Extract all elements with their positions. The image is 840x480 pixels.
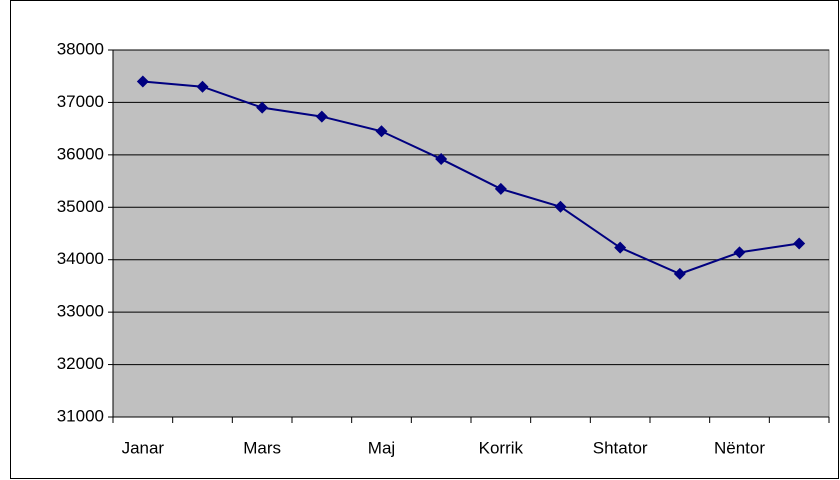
point-marker — [614, 241, 627, 254]
plot-area — [112, 49, 830, 418]
y-tick-label: 32000 — [57, 354, 104, 373]
x-tick-label: Korrik — [479, 438, 524, 457]
y-tick-label: 36000 — [57, 144, 104, 163]
x-tick-label: Janar — [122, 438, 165, 457]
y-tick-label: 37000 — [57, 92, 104, 111]
point-marker — [733, 246, 746, 259]
y-tick-label: 33000 — [57, 302, 104, 321]
point-marker — [375, 125, 388, 138]
point-marker — [673, 267, 686, 280]
point-marker — [554, 200, 567, 213]
series-line — [142, 80, 800, 275]
x-tick-label: Nëntor — [714, 438, 765, 457]
x-tick-label: Maj — [368, 438, 395, 457]
x-tick-label: Mars — [243, 438, 281, 457]
y-tick-label: 35000 — [57, 197, 104, 216]
point-marker — [793, 237, 806, 250]
point-marker — [196, 80, 209, 93]
point-marker — [256, 101, 269, 114]
point-marker — [435, 153, 448, 166]
point-marker — [315, 110, 328, 123]
point-marker — [136, 75, 149, 88]
point-marker — [494, 182, 507, 195]
x-tick-label: Shtator — [593, 438, 648, 457]
y-tick-label: 34000 — [57, 249, 104, 268]
y-tick-label: 31000 — [57, 406, 104, 425]
y-tick-label: 38000 — [57, 39, 104, 58]
